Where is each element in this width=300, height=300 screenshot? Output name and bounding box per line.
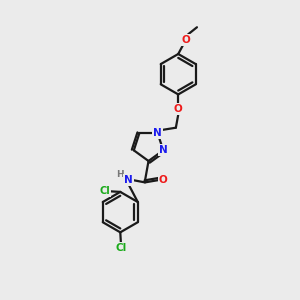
Text: O: O [174,104,183,114]
Text: O: O [159,175,168,185]
Text: Cl: Cl [99,186,110,196]
Text: H: H [116,170,124,179]
Text: O: O [181,35,190,45]
Text: N: N [153,128,162,138]
Text: N: N [124,175,133,185]
Text: N: N [159,145,168,155]
Text: Cl: Cl [115,243,127,253]
